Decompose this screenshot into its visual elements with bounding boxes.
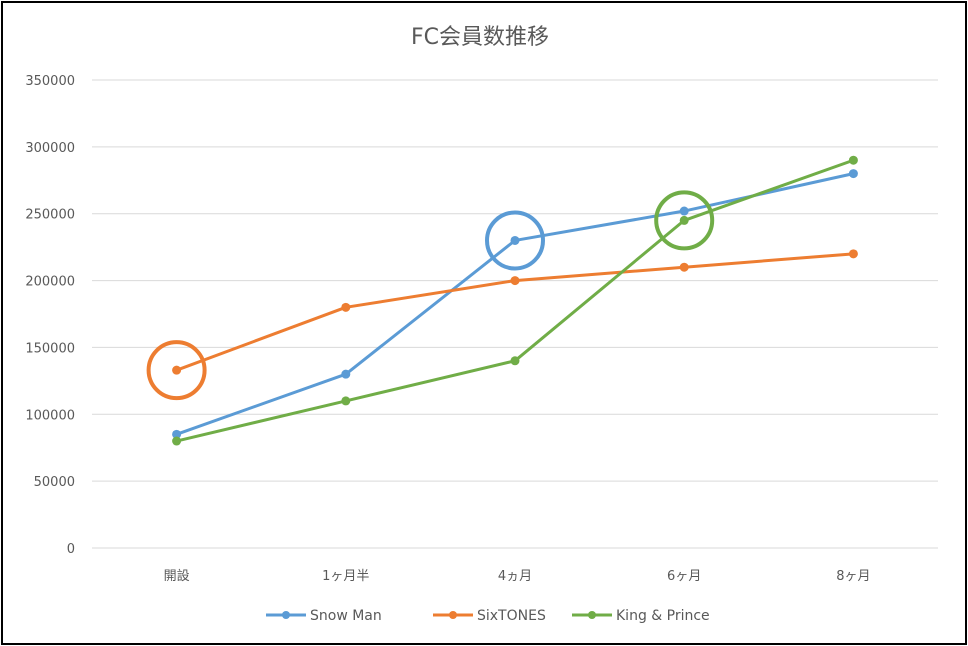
legend-marker — [588, 611, 596, 619]
data-point — [341, 369, 351, 379]
data-point — [848, 169, 858, 179]
x-tick-label: 開設 — [164, 568, 190, 584]
y-tick-label: 200000 — [25, 275, 75, 290]
x-tick-label: 1ヶ月半 — [322, 569, 369, 584]
x-tick-label: 4ヵ月 — [498, 569, 532, 584]
data-point — [172, 365, 182, 375]
data-point — [679, 206, 689, 216]
y-tick-label: 0 — [67, 542, 75, 557]
legend-label: Snow Man — [310, 608, 382, 624]
data-point — [341, 396, 351, 406]
data-point — [679, 262, 689, 272]
legend-marker — [449, 611, 457, 619]
y-tick-label: 150000 — [25, 341, 75, 356]
data-point — [341, 302, 351, 312]
chart-title: FC会員数推移 — [411, 25, 549, 50]
x-tick-label: 6ヶ月 — [667, 569, 701, 584]
legend-label: SixTONES — [477, 608, 546, 624]
highlight-circle — [146, 340, 207, 401]
data-point — [172, 429, 182, 439]
y-tick-label: 50000 — [34, 475, 75, 490]
y-tick-label: 350000 — [25, 74, 75, 89]
y-tick-label: 100000 — [25, 408, 75, 423]
highlight-circle — [654, 190, 715, 251]
data-point — [172, 436, 182, 446]
legend-label: King & Prince — [616, 608, 710, 624]
data-point — [510, 356, 520, 366]
data-point — [848, 155, 858, 165]
data-point — [510, 235, 520, 245]
highlight-circle — [485, 210, 545, 271]
legend-marker — [282, 611, 290, 619]
y-tick-label: 250000 — [25, 208, 75, 223]
data-point — [679, 215, 689, 225]
data-point — [510, 276, 520, 286]
data-point — [848, 249, 858, 259]
x-tick-label: 8ヶ月 — [836, 569, 870, 584]
series-line-1 — [176, 252, 854, 372]
y-tick-label: 300000 — [25, 141, 75, 156]
